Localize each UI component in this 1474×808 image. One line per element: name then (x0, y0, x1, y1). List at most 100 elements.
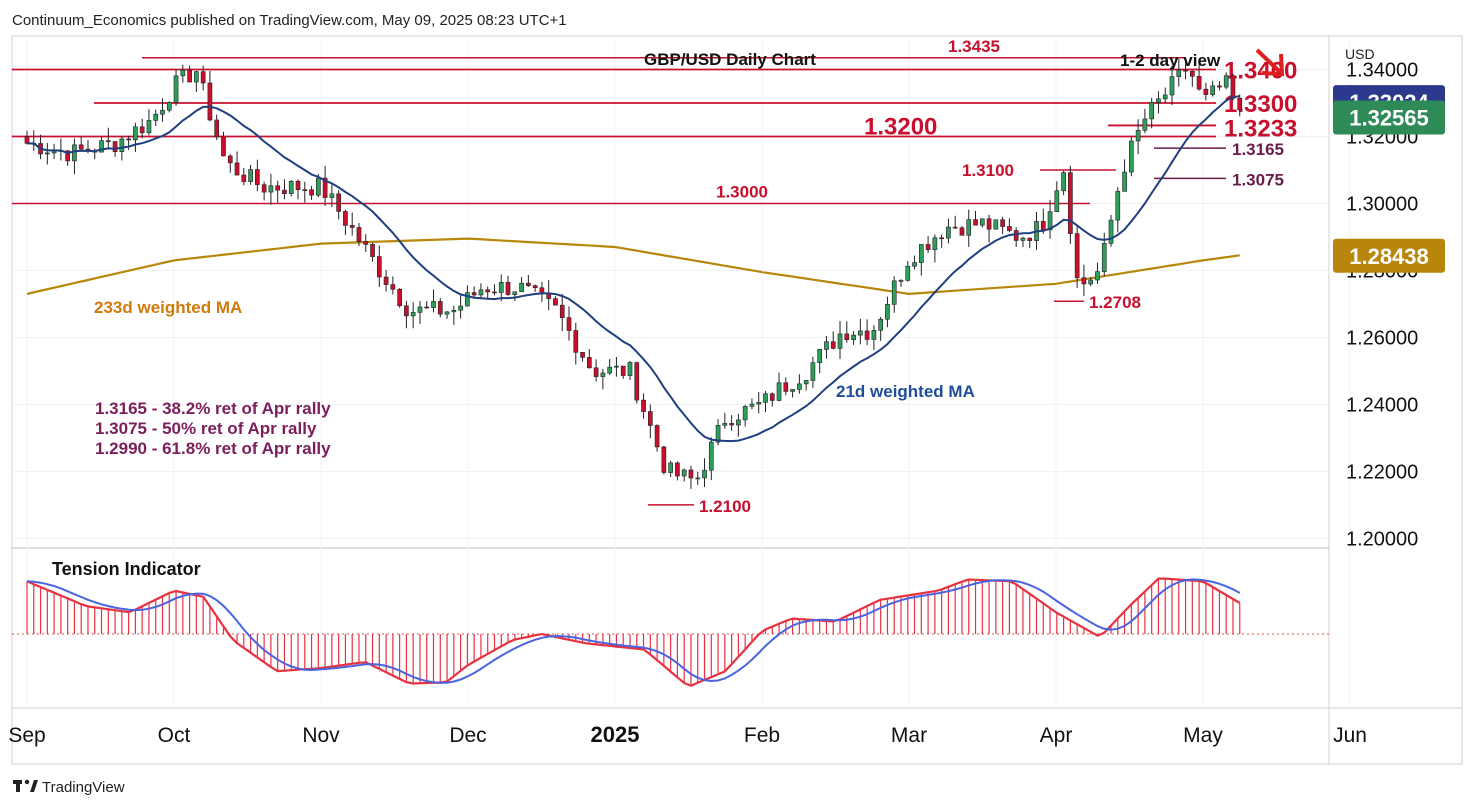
tradingview-brand[interactable]: TradingView (42, 779, 125, 796)
candle-body (1115, 191, 1121, 221)
candle-body (376, 256, 382, 278)
y-tick-label: 1.22000 (1346, 461, 1418, 483)
candle-body (1020, 237, 1026, 241)
candle-body (1047, 211, 1053, 231)
candle-body (769, 393, 775, 401)
candle-body (1196, 75, 1202, 90)
time-axis: Sep Oct Nov Dec 2025 Feb Mar Apr May Jun (8, 722, 1367, 747)
candle-body (268, 185, 274, 193)
ma233-path (26, 237, 1240, 296)
candle-body (797, 383, 802, 390)
candle-body (1068, 172, 1073, 234)
price-badge-label: 1.28438 (1349, 244, 1429, 269)
candle-body (1007, 226, 1012, 231)
candle-body (763, 393, 768, 403)
candle-body (749, 403, 755, 407)
candle-body (397, 288, 402, 307)
candle-body (322, 177, 328, 198)
candle-body (939, 237, 944, 240)
candle-body (742, 406, 748, 421)
candle-body (295, 180, 301, 190)
candle-body (918, 244, 924, 263)
candle-body (1040, 221, 1046, 231)
candle-body (512, 291, 518, 295)
candle-body (539, 287, 545, 294)
candle-body (1095, 271, 1100, 281)
candle-body (526, 282, 531, 286)
level-label: 1.3000 (716, 182, 768, 201)
x-tick-label: Apr (1040, 724, 1073, 747)
candle-body (1000, 219, 1005, 227)
candle-body (505, 281, 511, 295)
candle-body (1108, 219, 1114, 244)
candle-body (647, 411, 653, 426)
candle-body (119, 138, 125, 152)
candle-body (912, 262, 917, 267)
candle-body (1183, 69, 1188, 72)
candle-body (173, 75, 179, 103)
candle-body (736, 419, 741, 426)
candle-body (315, 177, 321, 196)
candle-body (112, 141, 118, 152)
candle-body (702, 469, 707, 479)
candle-body (451, 309, 457, 313)
candle-body (519, 282, 524, 293)
candle-body (959, 227, 965, 236)
candle-body (952, 226, 958, 229)
tension-indicator (12, 577, 1329, 687)
retracement-line-1: 1.3165 - 38.2% ret of Apr rally (95, 399, 331, 418)
candle-body (302, 189, 308, 191)
price-badge-label: 1.32565 (1349, 106, 1429, 131)
candle-body (349, 225, 355, 228)
candle-body (675, 462, 680, 477)
candle-body (532, 285, 538, 289)
candle-body (194, 71, 199, 83)
candle-body (1189, 70, 1195, 77)
candle-body (153, 113, 159, 121)
candle-body (790, 389, 795, 392)
candle-body (1081, 277, 1087, 285)
candle-body (973, 219, 978, 226)
candle-body (160, 109, 165, 115)
candle-body (722, 423, 728, 426)
candle-body (756, 402, 762, 405)
candle-body (824, 341, 829, 350)
level-label: 1.3435 (948, 37, 1000, 56)
candle-body (654, 425, 660, 448)
candle-body (858, 330, 863, 336)
candle-body (783, 382, 789, 392)
candle-body (139, 126, 145, 134)
candle-body (1061, 172, 1066, 192)
candle-body (363, 241, 369, 245)
candle-body (200, 71, 206, 84)
candle-body (1013, 230, 1019, 241)
candle-body (1149, 102, 1155, 120)
level-label: 1.3075 (1232, 170, 1284, 189)
level-label: 1.3400 (1224, 57, 1297, 84)
candle-body (485, 289, 491, 293)
ma21-line (27, 95, 1241, 443)
candle-body (275, 185, 281, 191)
retracement-line-2: 1.3075 - 50% ret of Apr rally (95, 419, 317, 438)
candle-body (234, 162, 240, 176)
candle-body (986, 218, 992, 230)
level-label: 1.2100 (699, 497, 751, 516)
candle-body (241, 174, 247, 182)
candle-body (864, 330, 870, 340)
candle-body (417, 306, 423, 313)
candle-body (180, 69, 186, 77)
candle-body (370, 244, 375, 257)
candle-body (187, 69, 192, 83)
candle-body (1237, 97, 1243, 111)
y-tick-label: 1.20000 (1346, 528, 1418, 550)
candle-body (1176, 69, 1182, 77)
candle-body (166, 102, 172, 111)
candle-body (1074, 233, 1080, 279)
y-tick-label: 1.34000 (1346, 59, 1418, 81)
candle-body (681, 469, 687, 477)
ma233-label: 233d weighted MA (94, 298, 242, 317)
candle-body (871, 330, 877, 340)
y-tick-label: 1.24000 (1346, 394, 1418, 416)
